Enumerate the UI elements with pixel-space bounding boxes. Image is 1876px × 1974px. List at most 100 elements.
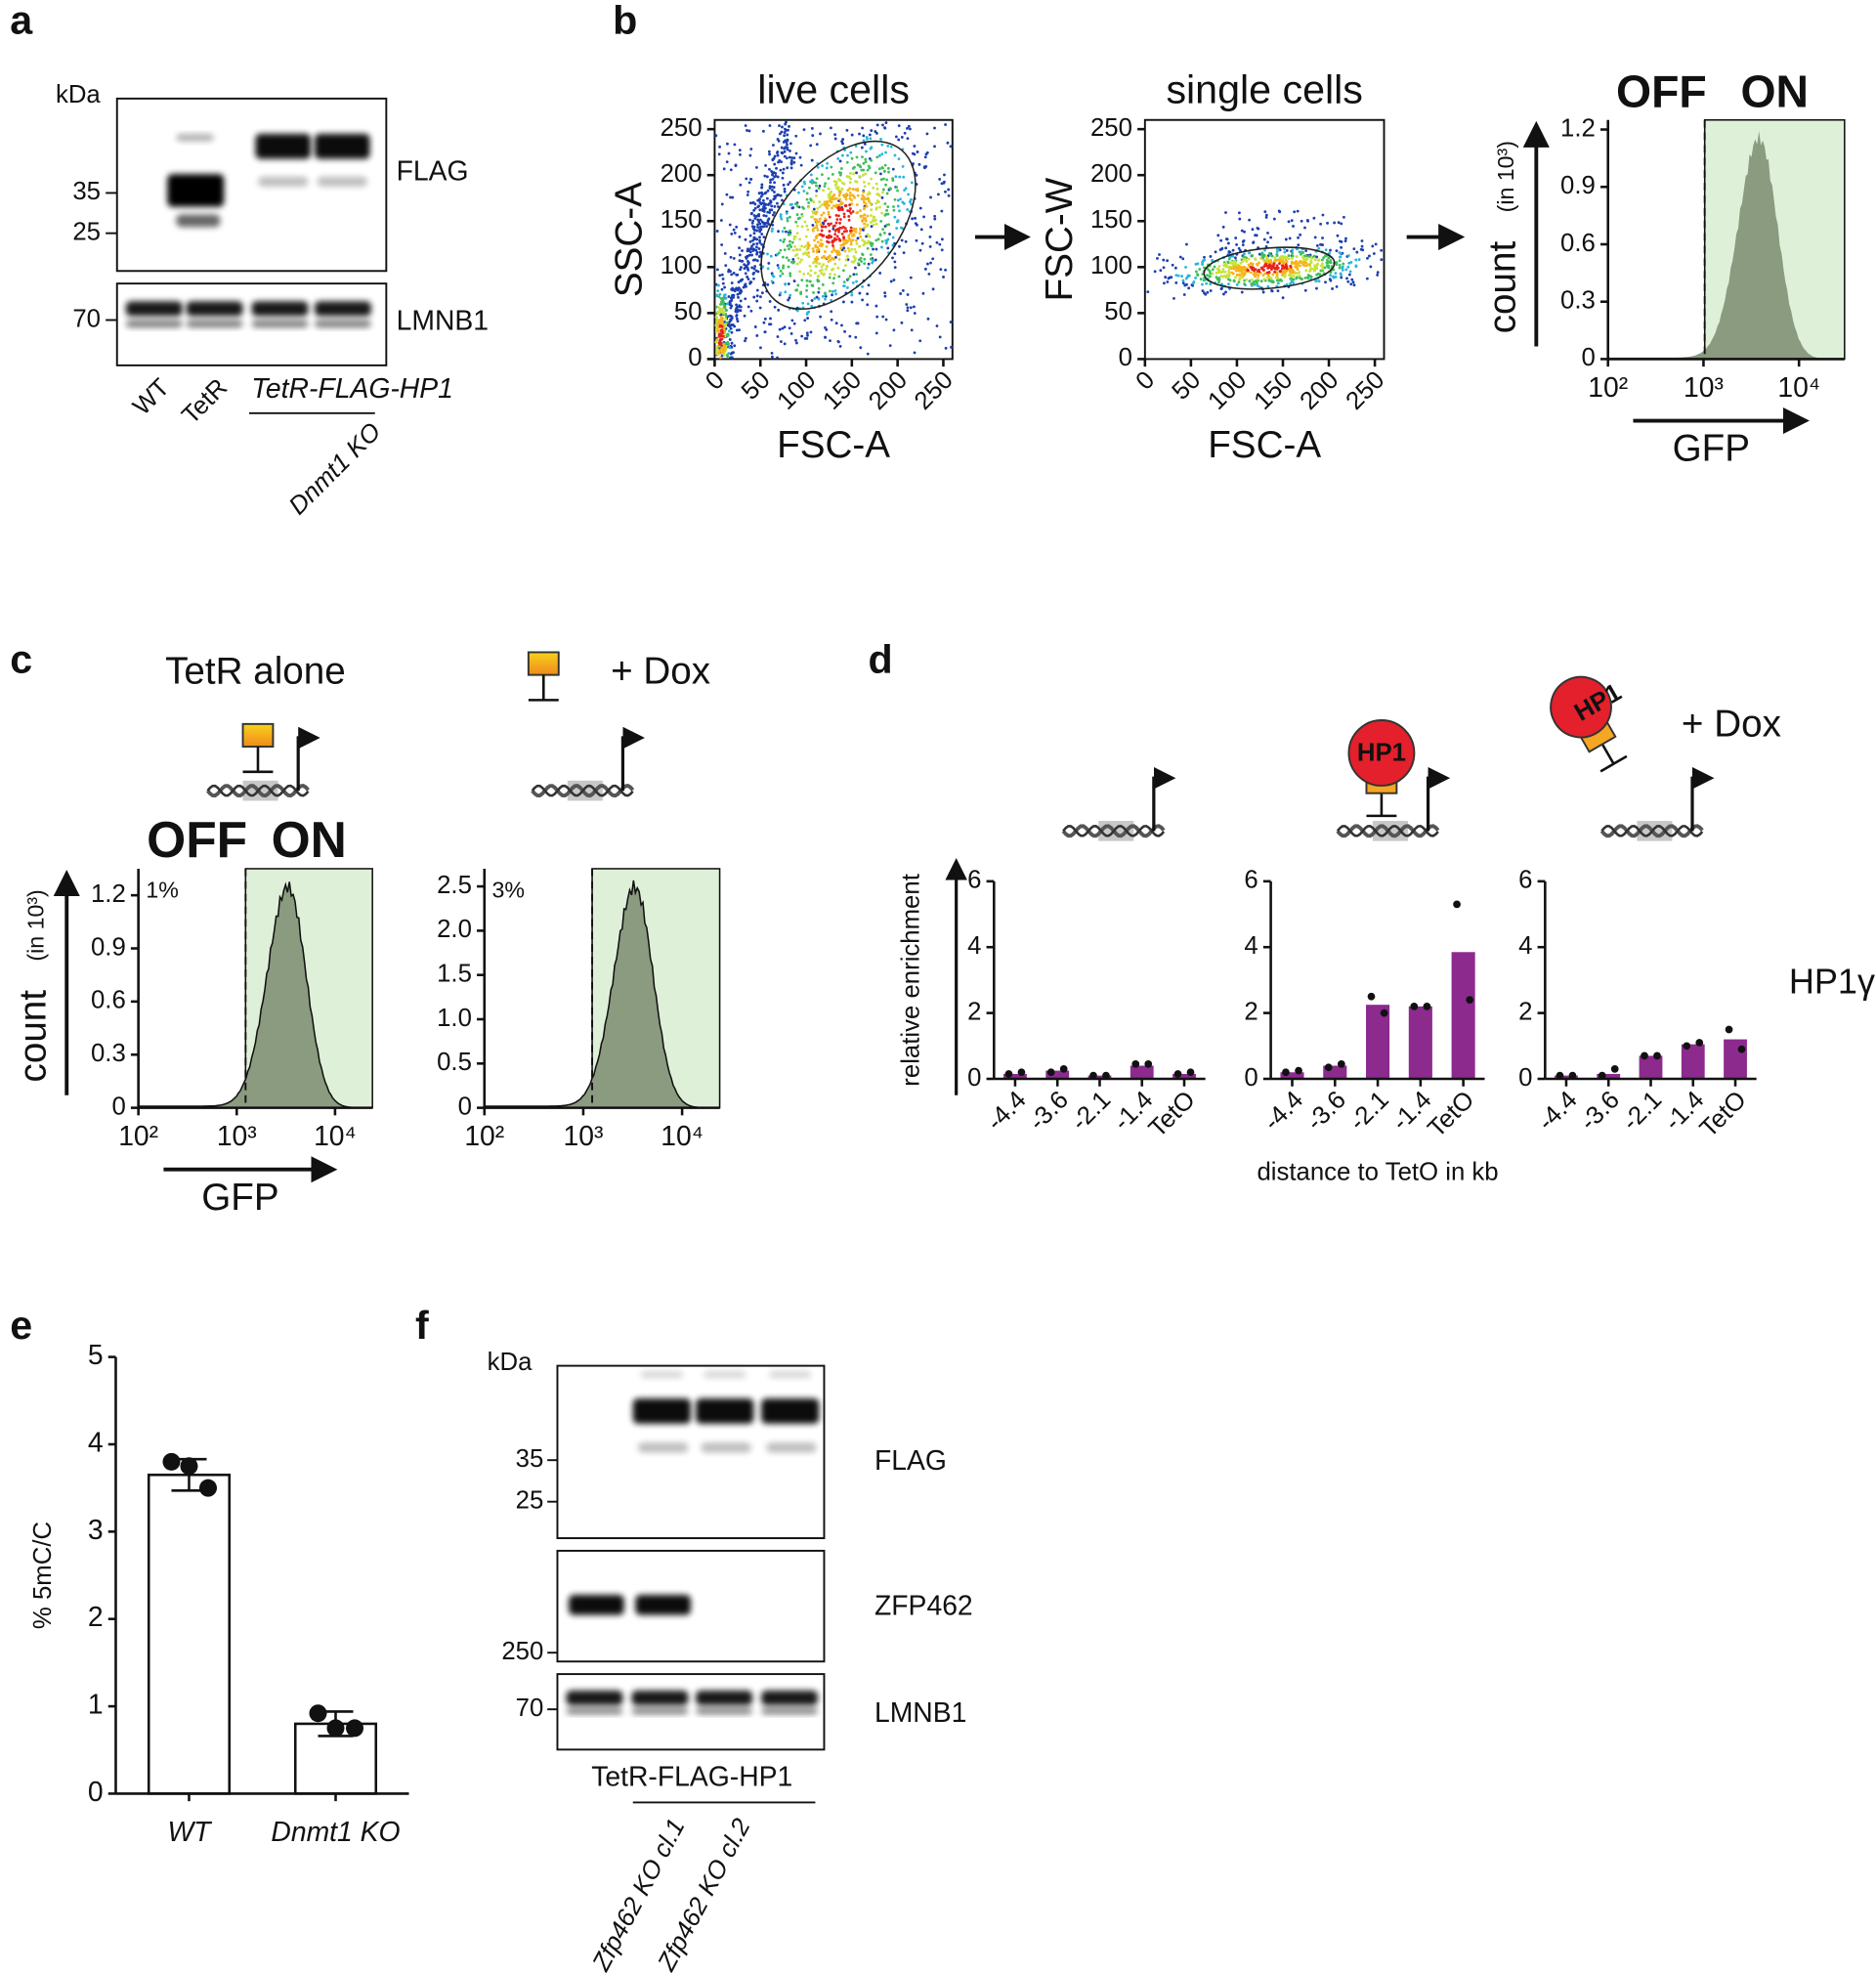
y-tick-label: 6 [1518, 867, 1532, 894]
event-dot [725, 193, 729, 196]
event-dot [716, 329, 720, 333]
event-dot [891, 243, 895, 247]
event-dot [1334, 275, 1338, 279]
event-dot [854, 227, 858, 231]
event-dot [720, 273, 724, 277]
event-dot [874, 258, 877, 262]
event-dot [800, 334, 804, 338]
event-dot [1248, 251, 1251, 255]
event-dot [735, 314, 739, 317]
event-dot [1329, 248, 1332, 252]
event-dot [805, 279, 809, 282]
event-dot [834, 221, 838, 225]
event-dot [1181, 257, 1185, 261]
event-dot [828, 289, 831, 293]
event-dot [1342, 262, 1345, 266]
event-dot [798, 155, 802, 159]
blot-target: LMNB1 [874, 1697, 966, 1729]
event-dot [773, 211, 776, 214]
event-dot [739, 291, 743, 295]
event-dot [783, 190, 787, 193]
event-dot [858, 291, 862, 295]
event-dot [1217, 277, 1221, 279]
event-dot [810, 126, 814, 130]
x-axis-label: GFP [1673, 428, 1750, 470]
event-dot [1176, 274, 1180, 278]
event-dot [789, 331, 793, 335]
event-dot [855, 279, 858, 283]
event-dot [735, 303, 738, 307]
event-dot [915, 173, 918, 177]
event-dot [1335, 284, 1339, 288]
event-dot [1354, 264, 1358, 268]
histogram-curve [1607, 131, 1845, 360]
event-dot [918, 339, 922, 343]
event-dot [838, 159, 842, 163]
replicate-point [1324, 1063, 1333, 1072]
x-tick-label: 200 [864, 366, 913, 415]
event-dot [1329, 261, 1333, 265]
event-dot [773, 154, 777, 158]
event-dot [786, 146, 789, 150]
event-dot [717, 283, 720, 287]
event-dot [811, 215, 814, 219]
event-dot [781, 176, 785, 180]
event-dot [906, 306, 910, 310]
event-dot [893, 197, 897, 201]
event-dot [773, 305, 777, 309]
event-dot [906, 208, 910, 211]
event-dot [851, 188, 855, 191]
event-dot [1303, 288, 1307, 292]
event-dot [719, 328, 723, 332]
event-dot [722, 167, 726, 171]
event-dot [1280, 267, 1284, 271]
event-dot [1329, 259, 1333, 263]
event-dot [1301, 263, 1305, 267]
blot-band [696, 1707, 753, 1715]
event-dot [824, 268, 828, 271]
event-dot [735, 328, 739, 332]
event-dot [868, 235, 872, 238]
event-dot [882, 177, 885, 181]
event-dot [1317, 279, 1321, 283]
event-dot [862, 200, 866, 204]
event-dot [909, 306, 913, 310]
event-dot [755, 259, 759, 263]
event-dot [1181, 279, 1185, 282]
event-dot [865, 197, 869, 201]
event-dot [1272, 266, 1275, 269]
event-dot [811, 223, 815, 227]
event-dot [843, 249, 847, 253]
event-dot [839, 167, 843, 170]
event-dot [814, 243, 818, 247]
event-dot [722, 342, 726, 346]
event-dot [770, 204, 774, 208]
event-dot [1289, 282, 1292, 285]
event-dot [1283, 247, 1286, 251]
event-dot [1324, 248, 1328, 252]
event-dot [805, 331, 809, 335]
event-dot [1224, 246, 1228, 250]
event-dot [807, 310, 811, 314]
event-dot [1316, 272, 1320, 276]
event-dot [762, 321, 766, 324]
event-dot [1346, 254, 1350, 257]
promoter-arrow [620, 726, 645, 792]
event-dot [788, 233, 791, 236]
event-dot [846, 239, 850, 243]
event-dot [819, 315, 823, 319]
event-dot [1348, 270, 1352, 274]
event-dot [1290, 256, 1294, 260]
event-dot [715, 316, 719, 320]
blot-band [566, 1707, 623, 1715]
blot-band [125, 301, 183, 317]
blot-band [167, 174, 225, 207]
event-dot [841, 238, 845, 242]
event-dot [756, 226, 760, 229]
event-dot [907, 193, 911, 196]
event-dot [827, 260, 831, 263]
event-dot [1261, 290, 1265, 294]
event-dot [736, 288, 740, 292]
event-dot [758, 240, 762, 244]
event-dot [795, 232, 799, 236]
